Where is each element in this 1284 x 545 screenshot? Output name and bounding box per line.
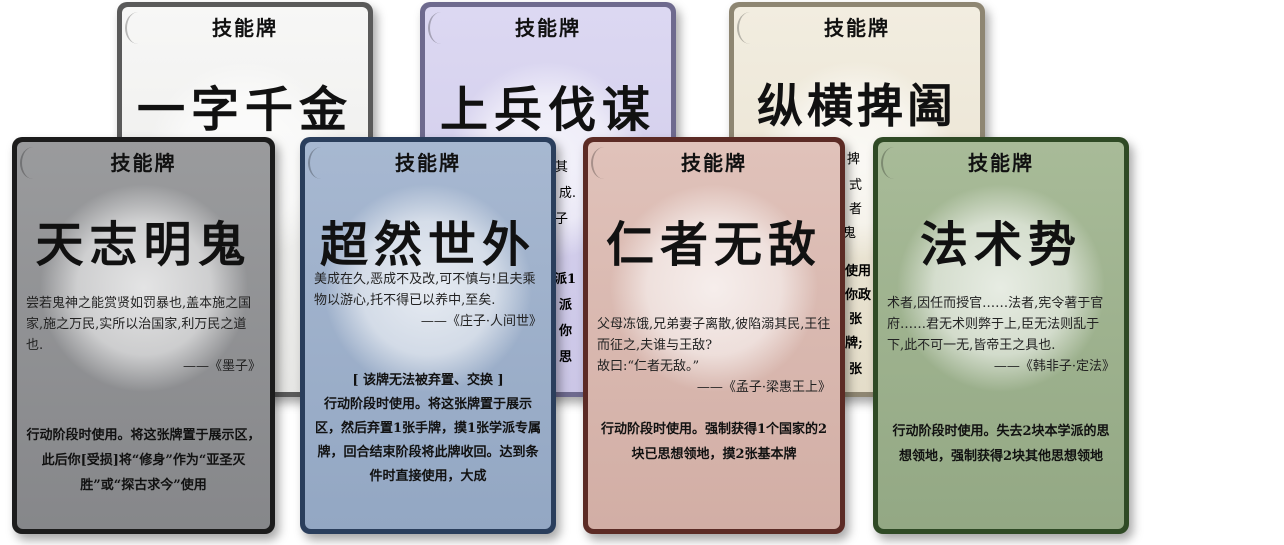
quote-text: 美成在久,恶成不及改,可不慎与!且夫乘物以游心,托不得已以养中,至矣. <box>314 272 536 308</box>
card-text-fragment: 成. <box>558 186 576 201</box>
dragon-ornament-icon <box>20 147 46 179</box>
card-type-label: 技能牌 <box>824 16 890 40</box>
card-text-fragment: 张 <box>849 312 863 327</box>
card-rule: 行动阶段时使用。强制获得1个国家的2块已思想领地，摸2张基本牌 <box>597 417 831 467</box>
card-quote: 术者,因任而授官……法者,宪令著于官府……君无术则弊于上,臣无法则乱于下,此不可… <box>887 293 1115 377</box>
card-type-label: 技能牌 <box>515 16 581 40</box>
cloud-emblem-icon <box>38 182 249 393</box>
quote-source: ——《墨子》 <box>182 359 261 374</box>
card-rule: [ 该牌无法被弃置、交换 ] 行动阶段时使用。将这张牌置于展示区，然后弃置1张手… <box>314 369 542 489</box>
dragon-ornament-icon <box>308 147 334 179</box>
card-text-fragment: 捭 <box>847 152 861 167</box>
rule-text: 行动阶段时使用。强制获得1个国家的2块已思想领地，摸2张基本牌 <box>600 422 828 462</box>
skill-card-tianzhi-minggui[interactable]: 技能牌 天志明鬼 尝若鬼神之能赏贤如罚暴也,盖本施之国家,施之万民,实所以治国家… <box>12 137 275 534</box>
card-type-label: 技能牌 <box>110 151 177 175</box>
card-name: 上兵伐谋 <box>439 82 656 138</box>
card-name: 天志明鬼 <box>35 217 252 273</box>
card-name: 一字千金 <box>136 82 353 138</box>
skill-card-renzhe-wudi[interactable]: 技能牌 仁者无敌 父母冻饿,兄弟妻子离散,彼陷溺其民,王往而征之,夫谁与王敌? … <box>583 137 845 534</box>
card-text-fragment: 你 <box>558 324 572 339</box>
card-text-fragment: 派1 <box>553 272 576 287</box>
cloud-emblem-icon <box>896 182 1106 393</box>
card-text-fragment: 子 <box>554 212 568 227</box>
card-text-fragment: 思 <box>558 350 572 365</box>
dragon-ornament-icon <box>737 12 763 44</box>
card-rule: 行动阶段时使用。将这张牌置于展示区，此后你[受损]将“修身”作为“亚圣灭胜”或“… <box>26 423 261 498</box>
card-rule: 行动阶段时使用。失去2块本学派的思想领地，强制获得2块其他思想领地 <box>887 419 1115 469</box>
card-name: 仁者无敌 <box>605 217 822 273</box>
skill-card-fashushi[interactable]: 技能牌 法术势 术者,因任而授官……法者,宪令著于官府……君无术则弊于上,臣无法… <box>873 137 1129 534</box>
quote-source: ——《韩非子·定法》 <box>993 359 1115 374</box>
quote-text: 父母冻饿,兄弟妻子离散,彼陷溺其民,王往而征之,夫谁与王敌? 故曰:“仁者无敌。… <box>597 317 831 374</box>
cloud-emblem-icon <box>609 182 819 393</box>
skill-card-chaoran-shiwai[interactable]: 技能牌 超然世外 美成在久,恶成不及改,可不慎与!且夫乘物以游心,托不得已以养中… <box>300 137 556 534</box>
card-quote: 美成在久,恶成不及改,可不慎与!且夫乘物以游心,托不得已以养中,至矣. ——《庄… <box>314 269 542 332</box>
card-name: 纵横捭阖 <box>757 79 957 133</box>
rule-text: 行动阶段时使用。将这张牌置于展示区，此后你[受损]将“修身”作为“亚圣灭胜”或“… <box>26 428 261 493</box>
dragon-ornament-icon <box>428 12 454 44</box>
card-type-label: 技能牌 <box>395 151 461 175</box>
quote-text: 尝若鬼神之能赏贤如罚暴也,盖本施之国家,施之万民,实所以治国家,利万民之道也. <box>26 296 252 353</box>
card-text-fragment: 者 <box>849 202 863 217</box>
card-quote: 父母冻饿,兄弟妻子离散,彼陷溺其民,王往而征之,夫谁与王敌? 故曰:“仁者无敌。… <box>597 293 831 419</box>
quote-text: 术者,因任而授官……法者,宪令著于官府……君无术则弊于上,臣无法则乱于下,此不可… <box>887 296 1104 353</box>
dragon-ornament-icon <box>591 147 617 179</box>
rule-text: 行动阶段时使用。将这张牌置于展示区，然后弃置1张手牌，摸1张学派专属牌，回合结束… <box>314 397 542 484</box>
dragon-ornament-icon <box>125 12 151 44</box>
cloud-emblem-icon <box>323 182 533 393</box>
card-text-fragment: 其 <box>554 160 568 175</box>
card-text-fragment: 式 <box>849 178 863 193</box>
quote-source: ——《孟子·梁惠王上》 <box>696 380 831 395</box>
card-type-label: 技能牌 <box>212 16 278 40</box>
card-text-fragment: 牌; <box>845 336 863 351</box>
card-text-fragment: 你政 <box>845 288 872 303</box>
card-text-fragment: 张 <box>849 362 863 377</box>
dragon-ornament-icon <box>881 147 907 179</box>
card-name: 法术势 <box>919 217 1082 273</box>
quote-source: ——《庄子·人间世》 <box>420 314 542 329</box>
rule-restriction: [ 该牌无法被弃置、交换 ] <box>352 373 504 388</box>
rule-text: 行动阶段时使用。失去2块本学派的思想领地，强制获得2块其他思想领地 <box>892 424 1110 464</box>
card-type-label: 技能牌 <box>968 151 1034 175</box>
card-text-fragment: 鬼 <box>843 226 857 241</box>
card-text-fragment: 使用 <box>845 264 872 279</box>
card-type-label: 技能牌 <box>681 151 747 175</box>
card-name: 超然世外 <box>319 217 536 273</box>
card-text-fragment: 派 <box>558 298 572 313</box>
card-quote: 尝若鬼神之能赏贤如罚暴也,盖本施之国家,施之万民,实所以治国家,利万民之道也. … <box>26 293 261 377</box>
